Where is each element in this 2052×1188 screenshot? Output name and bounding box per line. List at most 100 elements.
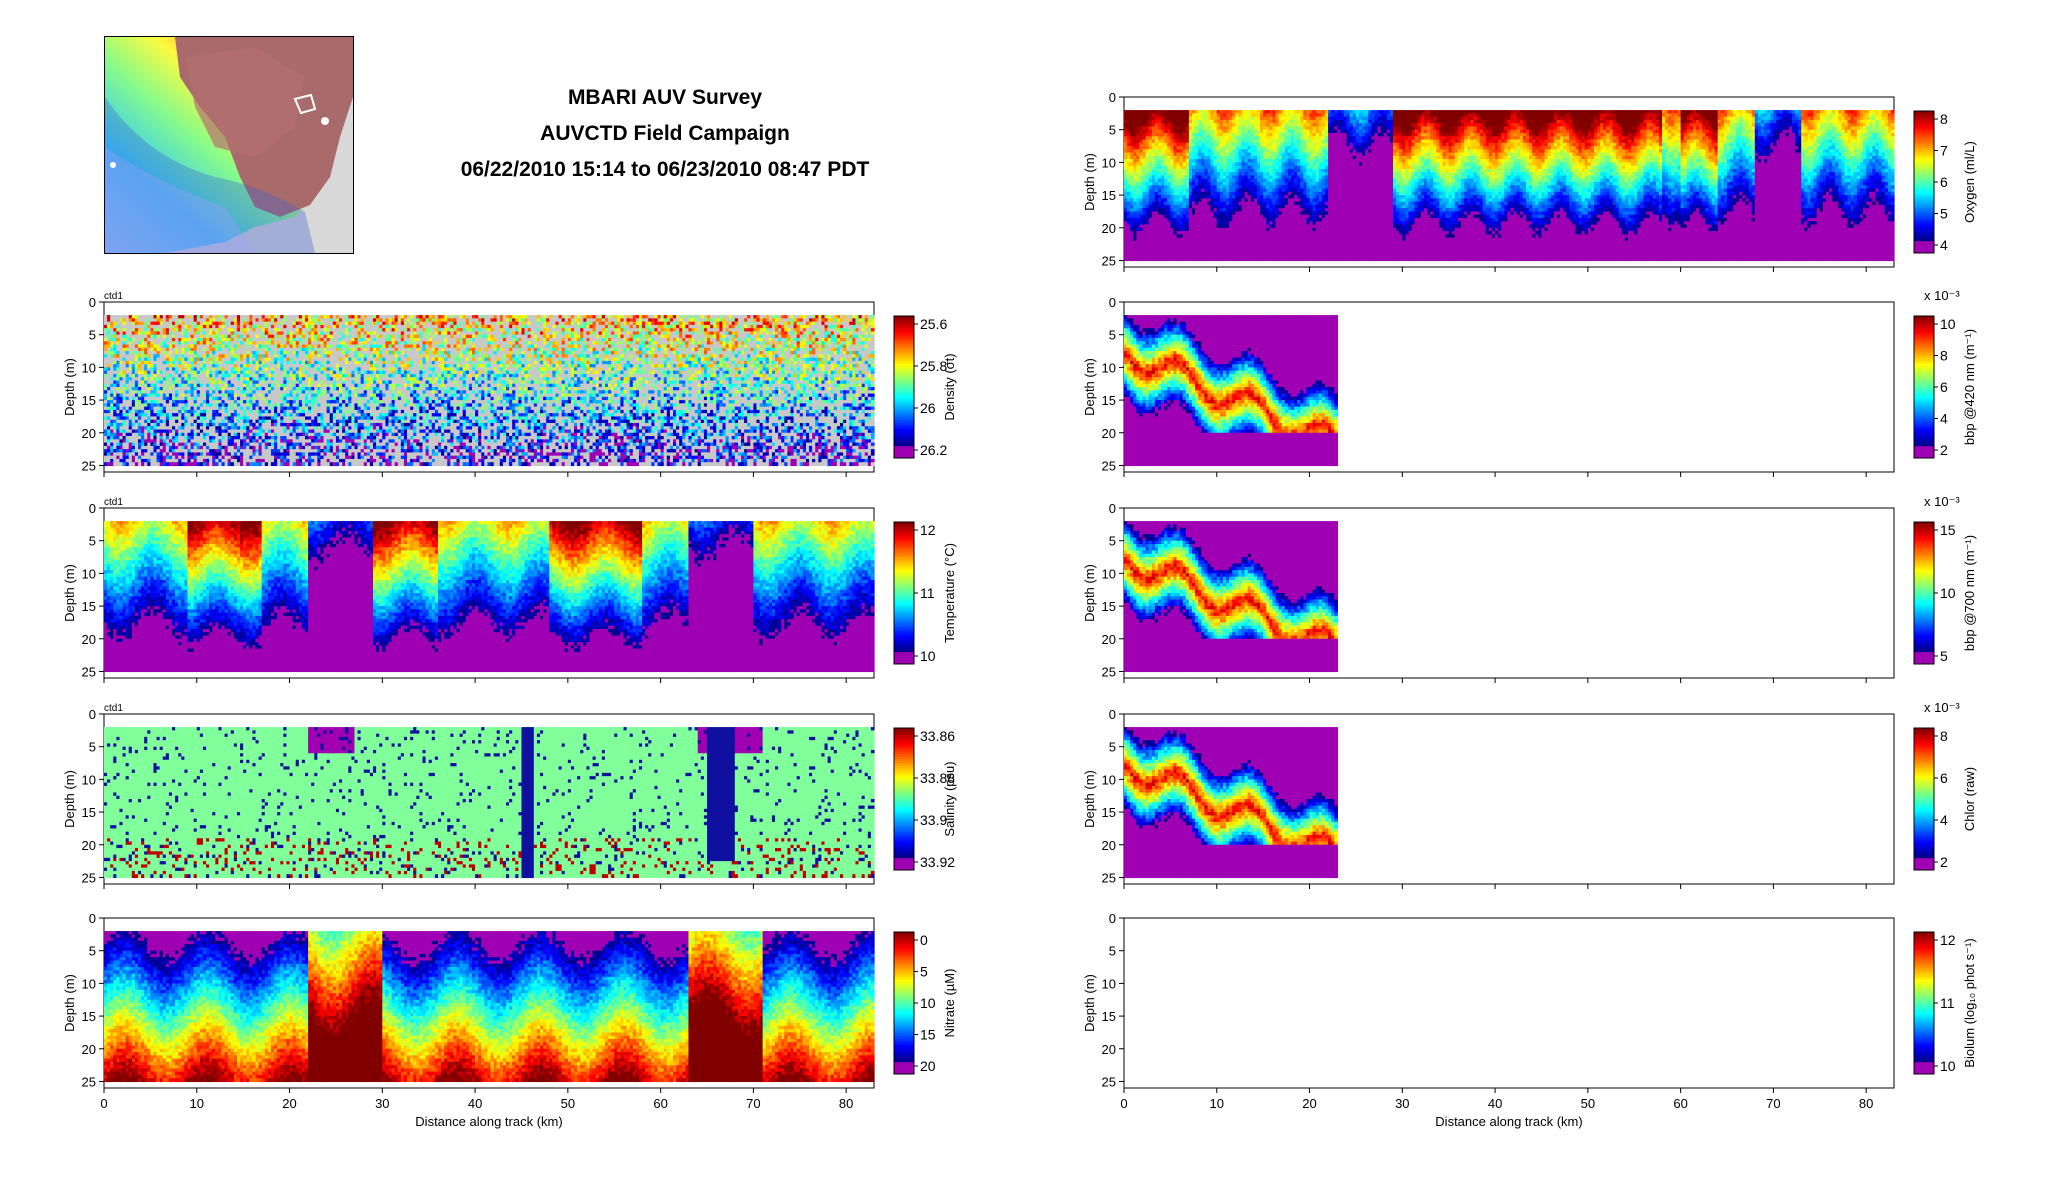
- colorbar-tick-label: 4: [1940, 237, 1948, 253]
- colorbar-tick-label: 33.92: [920, 854, 955, 870]
- colorbar-tick-label: 5: [1940, 648, 1948, 664]
- y-axis-label: Depth (m): [62, 770, 77, 828]
- y-tick-label: 25: [1102, 458, 1116, 473]
- y-axis-label: Depth (m): [62, 358, 77, 416]
- y-tick-label: 0: [1109, 295, 1116, 310]
- y-tick-label: 25: [82, 664, 96, 679]
- y-tick-label: 10: [1102, 566, 1116, 581]
- x-tick-label: 60: [1673, 1096, 1687, 1111]
- x-tick-label: 50: [1581, 1096, 1595, 1111]
- colorbar-tick-label: 2: [1940, 442, 1948, 458]
- colorbar-tick-label: 15: [1940, 522, 1956, 538]
- colorbar-tick-label: 26: [920, 400, 936, 416]
- plot-frame-biolum: [1124, 918, 1894, 1088]
- y-tick-label: 15: [82, 1009, 96, 1024]
- colorbar-tick-label: 8: [1940, 111, 1948, 127]
- colorbar-bbp420: 10 8 6 4 2 bbp @420 nm (m⁻¹) x 10⁻³: [1914, 288, 1977, 459]
- x-tick-label: 40: [468, 1096, 482, 1111]
- y-tick-label: 20: [1102, 221, 1116, 236]
- x-axis-label: Distance along track (km): [1435, 1114, 1582, 1129]
- colorbar-exponent: x 10⁻³: [1924, 288, 1960, 303]
- colorbar-tick-label: 11: [1940, 995, 1955, 1011]
- x-tick-label: 50: [561, 1096, 575, 1111]
- y-tick-label: 5: [1109, 328, 1116, 343]
- y-tick-label: 10: [1102, 772, 1116, 787]
- y-tick-label: 10: [1102, 976, 1116, 991]
- y-axis-label: Depth (m): [62, 974, 77, 1032]
- y-tick-label: 10: [82, 976, 96, 991]
- y-tick-label: 15: [82, 393, 96, 408]
- colorbar-tick-label: 6: [1940, 379, 1948, 395]
- y-tick-label: 20: [82, 632, 96, 647]
- y-tick-label: 15: [1102, 805, 1116, 820]
- colorbar-tick-label: 6: [1940, 174, 1948, 190]
- y-tick-label: 0: [1109, 90, 1116, 105]
- colorbar-tick-label: 8: [1940, 348, 1948, 364]
- colorbar-exponent: x 10⁻³: [1924, 700, 1960, 715]
- y-axis-label: Depth (m): [1082, 770, 1097, 828]
- colorbar-label: Chlor (raw): [1962, 767, 1977, 831]
- y-tick-label: 25: [82, 458, 96, 473]
- y-tick-label: 0: [89, 911, 96, 926]
- y-tick-label: 10: [1102, 360, 1116, 375]
- colorbar-tick-label: 10: [1940, 585, 1956, 601]
- x-tick-label: 20: [282, 1096, 296, 1111]
- x-axis-label: Distance along track (km): [415, 1114, 562, 1129]
- y-tick-label: 0: [89, 501, 96, 516]
- colorbar-label: Temperature (°C): [942, 543, 957, 643]
- y-axis-label: Depth (m): [1082, 564, 1097, 622]
- y-tick-label: 20: [1102, 632, 1116, 647]
- y-tick-label: 25: [1102, 870, 1116, 885]
- y-tick-label: 5: [89, 740, 96, 755]
- colorbar-label: bbp @420 nm (m⁻¹): [1962, 329, 1977, 445]
- colorbar-tick-label: 5: [1940, 206, 1948, 222]
- y-tick-label: 10: [82, 566, 96, 581]
- y-tick-label: 25: [1102, 664, 1116, 679]
- y-tick-label: 15: [82, 599, 96, 614]
- y-axis-label: Depth (m): [1082, 153, 1097, 211]
- y-tick-label: 20: [1102, 838, 1116, 853]
- x-tick-label: 70: [1766, 1096, 1780, 1111]
- colorbar-tick-label: 15: [920, 1027, 936, 1043]
- y-tick-label: 20: [82, 838, 96, 853]
- heatmap-nitrate: [104, 931, 875, 1082]
- y-tick-label: 25: [1102, 253, 1116, 268]
- colorbar-tick-label: 6: [1940, 770, 1948, 786]
- x-tick-label: 80: [839, 1096, 853, 1111]
- colorbar-tick-label: 10: [920, 995, 936, 1011]
- y-tick-label: 5: [89, 944, 96, 959]
- y-tick-label: 0: [89, 295, 96, 310]
- x-tick-label: 0: [1120, 1096, 1127, 1111]
- y-tick-label: 20: [82, 426, 96, 441]
- colorbar-label: Oxygen (ml/L): [1962, 141, 1977, 223]
- y-tick-label: 0: [1109, 501, 1116, 516]
- colorbar-label: Salinity (psu): [942, 761, 957, 836]
- colorbar-tick-label: 10: [1940, 316, 1956, 332]
- y-axis-label: Depth (m): [1082, 358, 1097, 416]
- figure-canvas: 0510152025Depth (m)ctd125.625.82626.2Den…: [0, 0, 2052, 1188]
- x-tick-label: 60: [653, 1096, 667, 1111]
- y-tick-label: 20: [82, 1042, 96, 1057]
- colorbar-tick-label: 4: [1940, 411, 1948, 427]
- colorbar-label: Nitrate (µM): [942, 969, 957, 1038]
- panel-tag: ctd1: [104, 703, 123, 714]
- colorbar-tick-label: 10: [920, 648, 936, 664]
- x-tick-label: 10: [190, 1096, 204, 1111]
- heatmap-density: [104, 315, 875, 466]
- colorbar-tick-label: 12: [1940, 932, 1956, 948]
- y-tick-label: 5: [1109, 740, 1116, 755]
- colorbar-tick-label: 2: [1940, 854, 1948, 870]
